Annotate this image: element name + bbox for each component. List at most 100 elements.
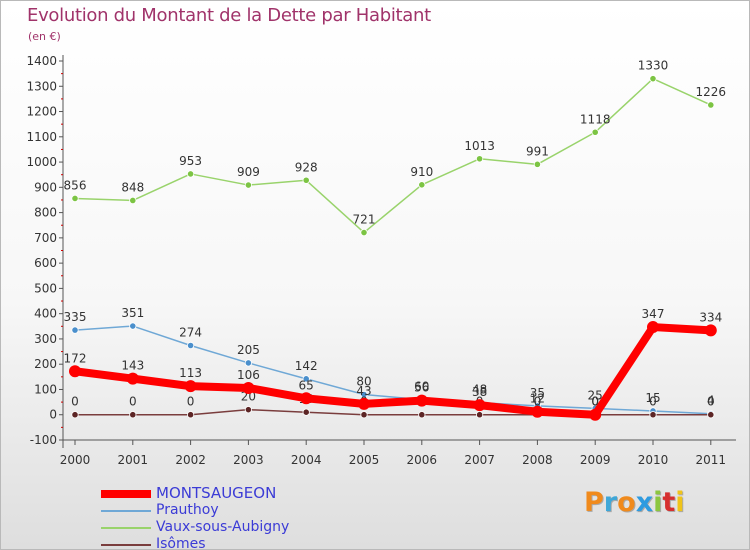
y-tick-label: 500 [34,281,57,295]
data-label: 43 [356,384,371,398]
legend-item: Isômes [101,536,289,549]
chart-legend: MONTSAUGEON Prauthoy Vaux-sous-Aubigny Isôm… [101,485,289,549]
data-label: 20 [241,390,256,404]
logo-letter: P [584,487,604,518]
data-point [302,176,310,184]
data-point [533,160,542,168]
legend-item: Vaux-sous-Aubigny [101,519,289,536]
chart-title: Evolution du Montant de la Dette par Hab… [27,5,431,26]
y-tick-label: 700 [34,231,57,245]
y-tick-label: 400 [34,307,57,321]
data-point [649,75,657,83]
legend-swatch [101,543,151,546]
data-point [69,365,81,378]
chart-unit: (en €) [28,30,61,43]
y-tick-label: 300 [34,332,57,346]
data-point [244,406,252,414]
y-tick-label: 1300 [26,79,57,93]
data-label: 1226 [696,85,727,99]
data-label: 143 [121,359,144,373]
data-point [707,101,715,109]
data-label: 0 [129,395,137,409]
data-label: 0 [591,395,599,409]
x-tick-label: 2002 [175,453,206,467]
series-line [71,323,715,419]
data-label: 351 [121,306,144,320]
x-tick-label: 2004 [291,453,322,467]
x-tick-label: 2009 [580,453,611,467]
y-tick-label: 1200 [26,105,57,119]
series-vaux-sous-aubigny: 856 848 953 909 928 721 910 1013 991 1118 1330 1226 [64,59,727,237]
data-label: 991 [526,144,549,158]
data-label: 1013 [464,139,495,153]
legend-swatch [101,526,151,529]
data-label: 0 [534,395,542,409]
data-point [126,372,139,385]
data-label: 347 [642,307,665,321]
logo-letter: t [662,487,676,518]
data-point [360,411,368,419]
logo-letter: r [603,487,618,518]
logo-letter: i [675,487,685,518]
data-label: 0 [591,395,599,409]
data-label: 35 [530,386,545,400]
data-point [649,411,657,419]
x-tick-label: 2011 [696,453,727,467]
y-tick-label: 100 [34,382,57,396]
x-tick-label: 2006 [407,453,438,467]
data-point [242,381,255,394]
data-point [129,322,137,330]
data-label: 335 [64,310,87,324]
data-label: 38 [472,385,487,399]
x-tick-label: 2003 [233,453,264,467]
data-point [360,390,368,399]
y-tick-label: 900 [34,180,57,194]
data-point [418,411,426,419]
data-point [475,411,484,419]
data-point [473,399,486,412]
data-label: 48 [472,383,487,397]
data-point [302,375,310,383]
data-label: 106 [237,368,260,382]
data-label: 910 [410,165,433,179]
data-label: 80 [356,375,371,389]
data-label: 953 [179,154,202,168]
data-label: 928 [295,160,318,174]
data-point [707,411,715,419]
x-tick-label: 2010 [638,453,669,467]
legend-swatch [101,489,151,498]
data-point [187,411,195,419]
data-point [184,380,197,393]
data-point [244,181,252,189]
data-label: 142 [295,359,318,373]
y-tick-label: 1100 [26,130,57,144]
data-label: 60 [414,380,429,394]
data-label: 1330 [638,59,669,73]
data-label: 848 [121,180,144,194]
series-line [74,77,712,234]
data-point [358,397,370,410]
data-point [591,128,599,136]
series-is-mes: 00020100000000 [71,390,715,419]
data-label: 205 [237,343,260,357]
logo-letter: i [653,487,663,518]
data-point [71,411,79,419]
y-tick-label: 1400 [26,54,57,68]
x-tick-label: 2008 [522,453,553,467]
legend-label: Vaux-sous-Aubigny [156,519,290,535]
data-label: 0 [707,395,715,409]
data-label: 334 [699,310,722,324]
y-tick-label: -100 [30,433,57,447]
y-tick-label: 800 [34,206,57,220]
y-tick-label: 600 [34,256,57,270]
legend-item: MONTSAUGEON [101,485,289,502]
data-label: 721 [353,213,376,227]
data-point [647,321,659,334]
data-point [415,394,428,407]
data-point [129,196,137,205]
data-point [71,194,79,203]
data-point [187,170,195,178]
